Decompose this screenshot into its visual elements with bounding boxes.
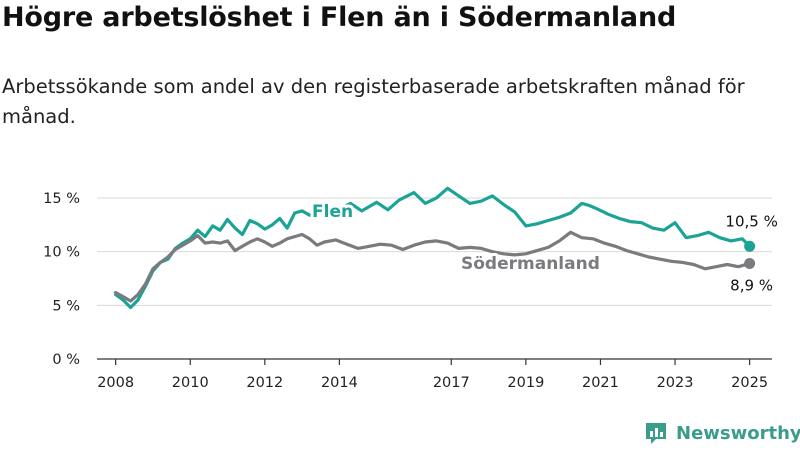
x-tick-label: 2014 [321, 375, 358, 391]
x-tick-label: 2023 [657, 375, 694, 391]
x-tick-label: 2025 [731, 375, 768, 391]
x-tick-label: 2019 [507, 375, 544, 391]
y-tick-label: 0 % [52, 352, 80, 368]
axes: 0 % 5 % 10 % 15 % 2008 2010 2012 2014 2017 2019 20… [43, 191, 772, 391]
sodermanland-line [113, 230, 752, 303]
y-tick-label: 15 % [43, 191, 80, 207]
bar-chart-logo-icon [646, 423, 666, 444]
sodermanland-endpoint [744, 257, 756, 269]
x-tick-label: 2010 [172, 375, 209, 391]
sodermanland-end-value-label: 8,9 % [730, 276, 773, 294]
flen-line [113, 186, 752, 310]
chart-subtitle: Arbetssökande som andel av den registerb… [2, 75, 745, 128]
chart-title: Högre arbetslöshet i Flen än i Södermanl… [2, 2, 677, 33]
brand-name: Newsworthy [676, 422, 800, 444]
x-tick-label: 2008 [97, 375, 134, 391]
x-tick-label: 2012 [246, 375, 283, 391]
gridlines [97, 197, 772, 306]
x-tick-label: 2021 [582, 375, 619, 391]
flen-end-value-label: 10,5 % [725, 212, 777, 230]
y-tick-label: 10 % [43, 245, 80, 261]
newsworthy-brand: Newsworthy [644, 420, 800, 446]
sodermanland-series-label: Södermanland [461, 254, 600, 274]
y-tick-label: 5 % [52, 298, 80, 314]
series-lines [113, 186, 756, 310]
flen-endpoint [744, 240, 756, 252]
flen-series-label: Flen [312, 202, 353, 222]
series-labels: 10,5 % Flen 8,9 % Södermanland [309, 199, 778, 294]
x-tick-label: 2017 [433, 375, 470, 391]
